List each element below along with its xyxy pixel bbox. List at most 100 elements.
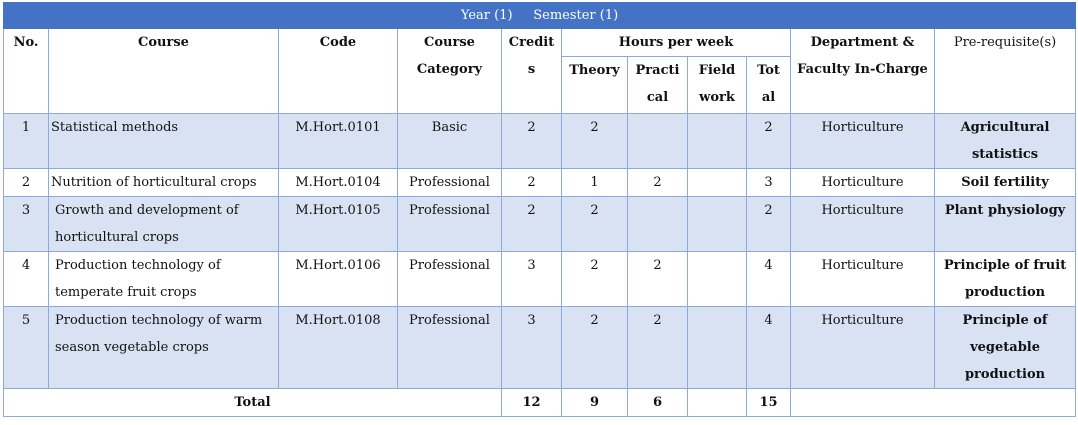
cell-course: Statistical methods [48,113,279,169]
header-theory-label: Theory [569,63,620,78]
semester-banner: Year (1) Semester (1) [2,2,1077,29]
prereq-line1: Soil fertility [961,175,1049,190]
cell-theory: 2 [561,196,628,252]
header-prerequisite: Pre-requisite(s) [933,28,1077,114]
cell-credits: 2 [501,168,562,197]
cell-no: 4 [3,251,49,307]
prereq-line2: statistics [971,147,1039,162]
header-department: Department & Faculty In-Charge [790,28,935,114]
header-credits: Credit s [501,28,562,114]
cell-no: 1 [3,113,49,169]
header-code-label: Code [319,35,357,50]
cell-credits: 3 [501,306,562,389]
prereq-line1: Plant physiology [944,203,1066,218]
cell-code: M.Hort.0108 [278,306,398,389]
cell-course: Nutrition of horticultural crops [48,168,279,197]
prereq-line2: vegetable [970,340,1040,355]
cell-prerequisite: Agricultural statistics [933,113,1077,169]
cell-field-work [687,113,747,169]
cell-field-work [687,168,747,197]
prereq-line2: production [964,285,1046,300]
totals-practical: 6 [627,388,688,417]
header-field-line2: work [699,90,735,105]
cell-category: Professional [397,168,502,197]
table-row: 2 Nutrition of horticultural crops M.Hor… [3,168,1077,197]
cell-code: M.Hort.0104 [278,168,398,197]
header-credits-line2: s [527,62,536,77]
cell-total: 4 [746,306,791,389]
cell-practical: 2 [627,306,688,389]
table-row: 3 Growth and development of horticultural… [3,196,1077,252]
cell-no: 2 [3,168,49,197]
header-total-line2: al [761,90,776,105]
header-total-line1: Tot [757,63,780,78]
header-course: Course [48,28,279,114]
header-course-label: Course [138,35,189,50]
header-subrow: Theory Practi cal Field work Tot al [4,56,1076,114]
cell-department: Horticulture [790,196,935,252]
course-line2: season vegetable crops [55,340,209,355]
cell-prerequisite: Soil fertility [933,168,1077,197]
cell-department: Horticulture [790,113,935,169]
table-row: 5 Production technology of warm season ve… [3,306,1077,389]
cell-practical: 2 [627,168,688,197]
header-category-line2: Category [416,62,483,77]
cell-credits: 2 [501,113,562,169]
cell-code: M.Hort.0106 [278,251,398,307]
header-field-work: Field work [687,56,747,114]
header-theory: Theory [561,56,628,114]
prereq-line1: Principle of [962,313,1048,328]
cell-credits: 2 [501,196,562,252]
prereq-line1: Agricultural [960,120,1050,135]
cell-code: M.Hort.0105 [278,196,398,252]
cell-prerequisite: Principle of fruit production [933,251,1077,307]
cell-field-work [687,251,747,307]
course-line1: Nutrition of horticultural crops [51,175,257,190]
header-practical-line2: cal [646,90,669,105]
prereq-line3: production [964,367,1046,382]
totals-total: 15 [746,388,791,417]
course-line2: temperate fruit crops [55,285,197,300]
header-dept-line1: Department & [810,35,915,50]
course-table: Year (1) Semester (1) No. Course Code Co… [2,2,1077,417]
table-row: 4 Production technology of temperate frui… [3,251,1077,307]
banner-cell: Year (1) Semester (1) [2,2,1077,29]
header-no-label: No. [13,35,39,50]
totals-empty [789,388,1077,417]
cell-no: 5 [3,306,49,389]
header-dept-line2: Faculty In-Charge [797,62,928,77]
cell-course: Production technology of temperate fruit … [48,251,279,307]
cell-field-work [687,306,747,389]
cell-theory: 1 [561,168,628,197]
cell-course: Growth and development of horticultural c… [48,196,279,252]
course-line2: horticultural crops [55,230,179,245]
cell-category: Professional [397,196,502,252]
header-total: Tot al [746,56,791,114]
cell-category: Professional [397,306,502,389]
cell-prerequisite: Principle of vegetable production [933,306,1077,389]
prereq-line1: Principle of fruit [943,258,1067,273]
header-category-line1: Course [424,35,475,50]
cell-credits: 3 [501,251,562,307]
semester-label: Semester (1) [533,8,619,23]
course-line1: Statistical methods [51,120,179,135]
table-row: 1 Statistical methods M.Hort.0101 Basic … [3,113,1077,169]
cell-prerequisite: Plant physiology [933,196,1077,252]
header-hours-label: Hours per week [618,35,734,50]
cell-category: Professional [397,251,502,307]
header-practical: Practi cal [627,56,688,114]
totals-field-work [687,388,747,417]
header-field-line1: Field [698,63,736,78]
cell-total: 4 [746,251,791,307]
cell-category: Basic [397,113,502,169]
cell-theory: 2 [561,306,628,389]
header-category: Course Category [397,28,502,114]
cell-practical: 2 [627,251,688,307]
cell-course: Production technology of warm season vege… [48,306,279,389]
header-practical-line1: Practi [635,63,680,78]
totals-theory: 9 [561,388,628,417]
cell-department: Horticulture [790,168,935,197]
header-no: No. [3,28,49,114]
header-hours: Hours per week [561,28,791,57]
totals-label: Total [3,388,502,417]
